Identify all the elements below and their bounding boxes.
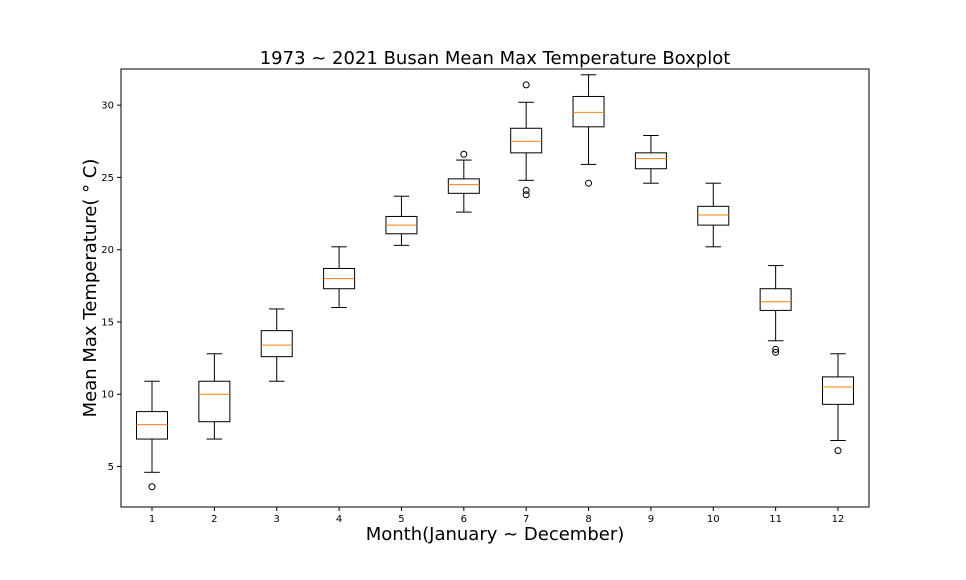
y-tick-label: 10 xyxy=(101,390,114,401)
box-month-10 xyxy=(697,182,730,248)
x-tick-label: 4 xyxy=(336,514,342,525)
x-axis-label: Month(January ~ December) xyxy=(366,524,625,545)
outlier-point xyxy=(522,191,530,199)
y-axis: 5 10 15 20 25 30 xyxy=(101,101,121,473)
box-month-11 xyxy=(759,265,792,356)
x-tick-label: 8 xyxy=(585,514,591,525)
box-month-12 xyxy=(822,353,854,455)
y-tick-label: 15 xyxy=(101,317,114,328)
chart-title: 1973 ~ 2021 Busan Mean Max Temperature B… xyxy=(260,48,731,69)
outlier-point xyxy=(522,186,530,194)
x-tick-label: 9 xyxy=(648,514,654,525)
iqr-box xyxy=(136,411,168,440)
outlier-point xyxy=(772,345,780,353)
box-month-7 xyxy=(510,81,543,199)
iqr-box xyxy=(510,127,543,154)
y-axis-label: Mean Max Temperature( ° C) xyxy=(80,159,101,418)
outlier-point xyxy=(834,447,842,455)
y-tick-label: 20 xyxy=(101,245,114,256)
iqr-box xyxy=(759,288,792,311)
iqr-box xyxy=(697,205,730,226)
box-month-2 xyxy=(198,353,231,440)
plot-frame xyxy=(120,68,870,508)
x-tick-label: 6 xyxy=(461,514,467,525)
box-month-4 xyxy=(323,246,356,309)
box-month-6 xyxy=(447,150,480,213)
iqr-box xyxy=(634,152,667,170)
x-tick-label: 2 xyxy=(211,514,217,525)
y-tick-label: 30 xyxy=(101,101,114,112)
x-tick-label: 3 xyxy=(274,514,280,525)
outlier-point xyxy=(522,81,530,89)
y-tick-label: 5 xyxy=(108,462,114,473)
y-tick-label: 25 xyxy=(101,173,114,184)
x-tick-label: 1 xyxy=(149,514,155,525)
box-month-1 xyxy=(136,380,168,491)
iqr-box xyxy=(447,178,480,194)
x-tick-label: 11 xyxy=(769,514,782,525)
box-month-3 xyxy=(260,308,293,382)
x-axis: 1 2 3 4 5 6 7 8 9 10 11 12 xyxy=(149,507,845,525)
iqr-box xyxy=(572,95,605,128)
x-tick-label: 7 xyxy=(523,514,529,525)
x-tick-label: 10 xyxy=(707,514,720,525)
outlier-point xyxy=(148,483,156,491)
outlier-point xyxy=(585,179,593,187)
box-month-8 xyxy=(572,74,605,187)
outlier-point xyxy=(772,348,780,356)
box-group xyxy=(136,74,854,491)
x-tick-label: 5 xyxy=(398,514,404,525)
box-month-5 xyxy=(385,195,418,246)
outlier-point xyxy=(460,150,468,158)
x-tick-label: 12 xyxy=(832,514,845,525)
iqr-box xyxy=(822,376,854,405)
iqr-box xyxy=(198,380,231,423)
box-month-9 xyxy=(634,134,667,184)
iqr-box xyxy=(260,330,293,358)
